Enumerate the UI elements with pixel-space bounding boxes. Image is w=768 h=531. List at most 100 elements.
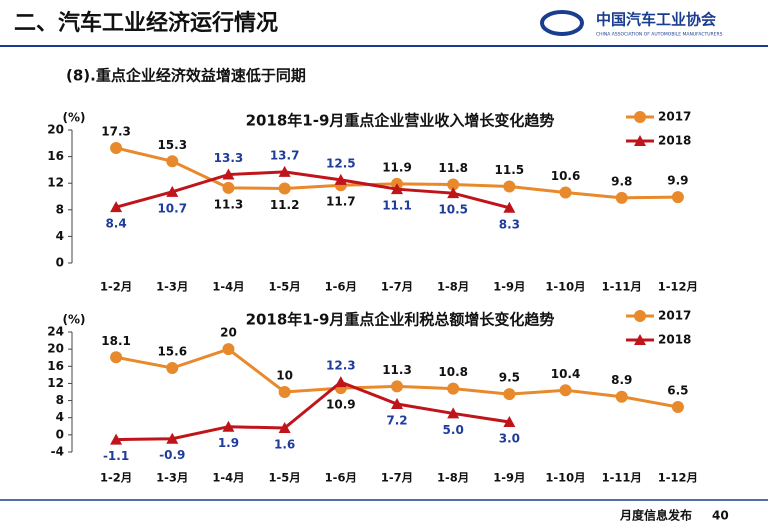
point	[166, 155, 179, 168]
x-tick-label: 1-3月	[156, 280, 188, 294]
data-label: 10.7	[157, 201, 187, 215]
data-label: 10.8	[438, 365, 468, 379]
x-tick-label: 1-10月	[545, 471, 585, 485]
data-label: 11.9	[382, 160, 412, 174]
legend-marker	[634, 334, 646, 345]
point	[222, 343, 235, 356]
x-tick-label: 1-11月	[602, 280, 642, 294]
y-axis-label: (%)	[63, 313, 86, 327]
point	[671, 191, 684, 204]
data-label: 9.9	[667, 174, 688, 188]
point	[278, 165, 291, 177]
point	[110, 201, 123, 213]
y-tick-label: 16	[47, 359, 64, 373]
data-label: 10.6	[551, 169, 581, 183]
point	[222, 168, 235, 180]
y-tick-label: 0	[56, 256, 64, 270]
data-label: 18.1	[101, 334, 131, 348]
subtitle: (8).重点企业经济效益增速低于同期	[66, 67, 306, 85]
legend-marker	[634, 310, 646, 322]
point	[110, 433, 123, 445]
data-label: 11.8	[438, 161, 468, 175]
logo-mark	[540, 10, 584, 36]
y-tick-label: 24	[47, 325, 64, 339]
data-label: 10.4	[551, 367, 581, 381]
y-tick-label: 0	[56, 427, 64, 441]
x-tick-label: 1-7月	[381, 471, 413, 485]
point	[447, 382, 460, 395]
data-label: 10.5	[438, 203, 468, 217]
legend-label: 2017	[658, 309, 691, 323]
y-tick-label: 4	[56, 410, 64, 424]
data-label: 8.9	[611, 373, 632, 387]
data-label: 10.9	[326, 398, 356, 412]
data-label: 7.2	[386, 414, 407, 428]
chart-title: 2018年1-9月重点企业利税总额增长变化趋势	[246, 311, 555, 329]
x-tick-label: 1-8月	[437, 280, 469, 294]
x-tick-label: 1-12月	[658, 280, 698, 294]
data-label: 10	[276, 369, 293, 383]
point	[110, 141, 123, 154]
slide-title: 二、汽车工业经济运行情况	[14, 10, 278, 36]
data-label: 11.2	[270, 198, 300, 212]
y-tick-label: 12	[47, 376, 64, 390]
x-tick-label: 1-9月	[493, 280, 525, 294]
point	[391, 183, 403, 195]
x-tick-label: 1-10月	[545, 280, 585, 294]
y-tick-label: 20	[47, 342, 64, 356]
point	[615, 191, 628, 204]
point	[391, 398, 403, 409]
point	[503, 416, 516, 427]
series-line	[115, 170, 510, 210]
y-tick-label: 12	[47, 176, 64, 190]
point	[166, 185, 179, 197]
data-label: 1.6	[274, 438, 295, 452]
x-tick-label: 1-11月	[602, 471, 642, 485]
legend-label: 2017	[658, 110, 691, 124]
data-label: 13.3	[214, 151, 244, 165]
data-label: 5.0	[443, 423, 464, 437]
legend-label: 2018	[658, 333, 691, 347]
point	[278, 386, 291, 398]
point	[278, 182, 291, 195]
x-tick-label: 1-6月	[325, 471, 357, 485]
data-label: 9.5	[499, 371, 520, 385]
legend-label: 2018	[658, 134, 691, 148]
data-label: -1.1	[103, 449, 129, 463]
x-tick-label: 1-8月	[437, 471, 469, 485]
data-label: 11.1	[382, 199, 412, 213]
point	[166, 432, 179, 444]
data-label: 15.3	[157, 138, 187, 152]
data-label: 15.6	[157, 345, 187, 359]
data-label: 12.3	[326, 359, 356, 373]
point	[447, 178, 460, 191]
x-tick-label: 1-9月	[493, 471, 525, 485]
data-label: 17.3	[101, 124, 131, 138]
point	[278, 422, 291, 433]
point	[503, 180, 516, 193]
data-label: 6.5	[667, 384, 688, 398]
y-tick-label: 4	[56, 229, 64, 243]
y-tick-label: 20	[47, 123, 64, 137]
point	[222, 181, 235, 194]
data-label: 12.5	[326, 156, 356, 170]
series-line	[116, 380, 510, 442]
logo-english: CHINA ASSOCIATION OF AUTOMOBILE MANUFACT…	[596, 32, 723, 38]
y-tick-label: -4	[51, 445, 64, 459]
data-label: 20	[220, 326, 237, 340]
point	[334, 173, 347, 185]
x-tick-label: 1-5月	[268, 280, 300, 294]
point	[334, 376, 347, 388]
data-label: 1.9	[218, 436, 239, 450]
point	[110, 351, 123, 364]
point	[615, 390, 628, 403]
y-tick-label: 16	[47, 149, 64, 163]
x-tick-label: 1-6月	[325, 280, 357, 294]
data-label: 11.7	[326, 195, 356, 209]
y-tick-label: 8	[56, 202, 64, 216]
footer-text: 月度信息发布	[619, 508, 692, 523]
point	[503, 388, 516, 401]
legend-marker	[634, 111, 646, 123]
